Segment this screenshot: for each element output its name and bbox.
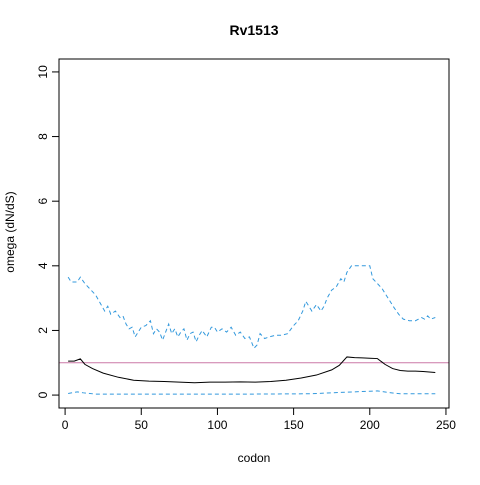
x-axis-label: codon	[238, 451, 271, 465]
y-tick-label: 10	[36, 65, 50, 79]
x-tick-label: 50	[135, 418, 149, 432]
y-tick-label: 6	[36, 198, 50, 205]
series-line-1	[67, 265, 436, 350]
x-tick-label: 200	[360, 418, 380, 432]
y-tick-label: 8	[36, 133, 50, 140]
chart-title: Rv1513	[229, 22, 278, 38]
plot-area	[59, 265, 449, 395]
y-tick-label: 4	[36, 262, 50, 269]
x-tick-label: 150	[284, 418, 304, 432]
x-tick-label: 250	[436, 418, 456, 432]
x-tick-label: 100	[207, 418, 227, 432]
y-axis-label: omega (dN/dS)	[3, 191, 17, 272]
y-tick-label: 2	[36, 327, 50, 334]
series-line-0	[68, 356, 436, 384]
y-tick-label: 0	[36, 391, 50, 398]
x-tick-label: 0	[62, 418, 69, 432]
series-line-2	[68, 390, 436, 395]
